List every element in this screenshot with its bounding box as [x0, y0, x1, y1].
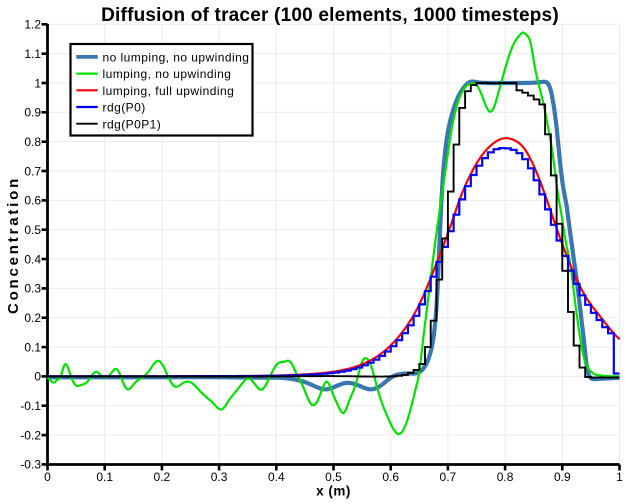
svg-text:0.1: 0.1: [96, 470, 113, 484]
svg-text:0.8: 0.8: [497, 470, 514, 484]
svg-text:0: 0: [44, 470, 51, 484]
svg-text:0.4: 0.4: [24, 252, 41, 266]
svg-text:rdg(P0): rdg(P0): [103, 101, 146, 115]
svg-text:0.6: 0.6: [24, 194, 41, 208]
svg-text:Concentration: Concentration: [5, 176, 22, 314]
svg-text:0.9: 0.9: [24, 106, 41, 120]
svg-text:0: 0: [34, 370, 41, 384]
svg-text:lumping, no upwinding: lumping, no upwinding: [103, 67, 232, 81]
svg-text:rdg(P0P1): rdg(P0P1): [103, 117, 162, 131]
svg-text:0.8: 0.8: [24, 135, 41, 149]
svg-text:0.1: 0.1: [24, 340, 41, 354]
svg-text:no lumping, no upwinding: no lumping, no upwinding: [103, 51, 250, 65]
svg-text:0.7: 0.7: [440, 470, 457, 484]
svg-text:0.5: 0.5: [325, 470, 342, 484]
svg-text:0.2: 0.2: [154, 470, 171, 484]
svg-text:0.3: 0.3: [211, 470, 228, 484]
svg-text:1: 1: [34, 76, 41, 90]
svg-text:-0.1: -0.1: [20, 399, 41, 413]
svg-text:-0.2: -0.2: [20, 428, 41, 442]
svg-text:1.1: 1.1: [24, 47, 41, 61]
svg-text:0.4: 0.4: [268, 470, 285, 484]
svg-text:Diffusion of tracer (100 eleme: Diffusion of tracer (100 elements, 1000 …: [101, 5, 559, 26]
svg-text:1: 1: [616, 470, 623, 484]
svg-text:0.9: 0.9: [554, 470, 571, 484]
svg-text:1.2: 1.2: [24, 18, 41, 32]
svg-text:x (m): x (m): [316, 484, 351, 499]
svg-text:0.3: 0.3: [24, 282, 41, 296]
svg-text:0.6: 0.6: [382, 470, 399, 484]
svg-text:lumping, full upwinding: lumping, full upwinding: [103, 84, 235, 98]
svg-text:0.5: 0.5: [24, 223, 41, 237]
svg-text:0.2: 0.2: [24, 311, 41, 325]
svg-text:-0.3: -0.3: [20, 458, 41, 472]
svg-text:0.7: 0.7: [24, 164, 41, 178]
